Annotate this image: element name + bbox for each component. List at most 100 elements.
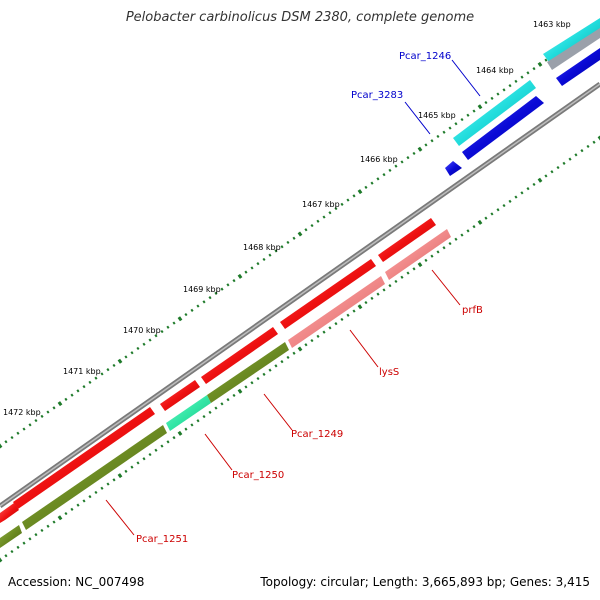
tick-major xyxy=(57,401,63,407)
forward-strand xyxy=(0,218,436,523)
tick-minor xyxy=(286,355,290,360)
tick-minor xyxy=(172,321,176,325)
gene-label-pcar-1250[interactable]: Pcar_1250 xyxy=(232,470,284,481)
gene-reverse-pcar-1251[interactable] xyxy=(22,425,167,530)
tick-minor xyxy=(256,262,260,266)
tick-minor xyxy=(76,503,80,507)
tick-minor xyxy=(340,202,344,206)
tick-minor xyxy=(82,385,86,389)
tick-minor xyxy=(580,149,584,153)
gene-top-cyan[interactable] xyxy=(543,18,600,62)
tick-minor xyxy=(382,288,386,292)
gene-label-pcar-1246[interactable]: Pcar_1246 xyxy=(399,51,451,62)
tick-minor xyxy=(256,376,260,381)
tick-minor xyxy=(124,355,128,359)
tick-minor xyxy=(448,126,452,130)
gene-forward-prfB[interactable] xyxy=(378,218,436,262)
tick-minor xyxy=(412,267,416,271)
gene-top-blue[interactable] xyxy=(556,48,600,86)
gene-label-pcar-3283[interactable]: Pcar_3283 xyxy=(351,90,403,101)
gene-forward-a[interactable] xyxy=(13,407,155,509)
gene-reverse-pcar-1250[interactable] xyxy=(166,395,211,431)
gene-forward-c[interactable] xyxy=(201,327,278,384)
tick-minor xyxy=(292,236,296,240)
tick-minor xyxy=(268,253,272,257)
tick-minor xyxy=(532,67,536,71)
tick-minor xyxy=(280,360,284,364)
tick-minor xyxy=(70,393,74,397)
tick-minor xyxy=(46,524,50,528)
gene-reverse-left[interactable] xyxy=(0,525,22,548)
tick-minor xyxy=(310,223,314,228)
tick-minor xyxy=(100,372,104,376)
tick-minor xyxy=(556,165,560,170)
tick-minor xyxy=(40,528,44,533)
tick-minor xyxy=(508,199,512,203)
tick-minor xyxy=(544,58,548,62)
gene-pcar-3283-main[interactable] xyxy=(462,96,544,160)
tick-label-1472: 1472 kbp xyxy=(3,408,41,417)
tick-minor xyxy=(4,554,8,558)
tick-minor xyxy=(322,215,326,219)
gene-label-prfB[interactable]: prfB xyxy=(462,305,483,316)
tick-minor xyxy=(346,313,350,317)
tick-minor xyxy=(148,338,152,342)
upper-genes xyxy=(445,18,600,176)
gene-reverse-pcar-1249[interactable] xyxy=(207,342,289,403)
tick-minor xyxy=(334,206,338,211)
tick-minor xyxy=(532,182,536,187)
gene-pcar-3283-small[interactable] xyxy=(445,161,462,176)
tick-minor xyxy=(562,161,566,165)
tick-minor xyxy=(526,71,530,75)
tick-minor xyxy=(568,157,572,161)
tick-minor xyxy=(502,88,506,92)
gene-forward-d[interactable] xyxy=(280,259,376,329)
tick-label-1468: 1468 kbp xyxy=(243,243,281,252)
tick-minor xyxy=(196,304,200,308)
tick-minor xyxy=(322,330,326,334)
tick-minor xyxy=(436,250,440,254)
gene-labels: Pcar_1246 Pcar_3283 prfB lysS Pcar_1249 … xyxy=(136,51,483,545)
tick-minor xyxy=(274,364,278,368)
backbone xyxy=(0,81,600,509)
gene-reverse-lysS[interactable] xyxy=(288,276,385,348)
tick-label-1464: 1464 kbp xyxy=(476,66,514,75)
tick-label-1463: 1463 kbp xyxy=(533,20,571,29)
tick-minor xyxy=(466,229,470,233)
gene-label-pcar-1249[interactable]: Pcar_1249 xyxy=(291,429,343,440)
tick-minor xyxy=(22,541,26,545)
tick-minor xyxy=(190,423,194,427)
tick-minor xyxy=(292,351,296,355)
tick-major xyxy=(57,515,63,521)
tick-minor xyxy=(160,444,164,448)
tick-minor xyxy=(346,198,350,202)
gene-forward-pcar-1251[interactable] xyxy=(0,503,19,523)
tick-minor xyxy=(106,482,110,486)
tick-major xyxy=(357,189,363,195)
tick-minor xyxy=(448,241,452,246)
tick-minor xyxy=(376,292,380,296)
tick-minor xyxy=(130,465,134,469)
tick-minor xyxy=(40,414,44,418)
tick-minor xyxy=(112,363,116,368)
gene-label-lysS[interactable]: lysS xyxy=(379,367,399,378)
gene-reverse-prfB[interactable] xyxy=(385,229,451,280)
tick-minor xyxy=(466,113,470,117)
tick-minor xyxy=(226,398,230,402)
tick-label-1467: 1467 kbp xyxy=(302,200,340,209)
tick-minor xyxy=(34,418,38,423)
tick-minor xyxy=(496,208,500,212)
tick-minor xyxy=(286,240,290,245)
tick-minor xyxy=(484,100,488,105)
tick-minor xyxy=(196,419,200,423)
tick-minor xyxy=(190,308,194,312)
tick-minor xyxy=(220,402,224,406)
gene-forward-b[interactable] xyxy=(160,380,200,411)
gene-pcar-1246[interactable] xyxy=(453,80,536,146)
gene-label-pcar-1251[interactable]: Pcar_1251 xyxy=(136,534,188,545)
tick-minor xyxy=(250,266,254,270)
gene-top-grey[interactable] xyxy=(547,28,600,70)
tick-minor xyxy=(184,427,188,431)
tick-minor xyxy=(232,393,236,398)
tick-minor xyxy=(406,271,410,275)
